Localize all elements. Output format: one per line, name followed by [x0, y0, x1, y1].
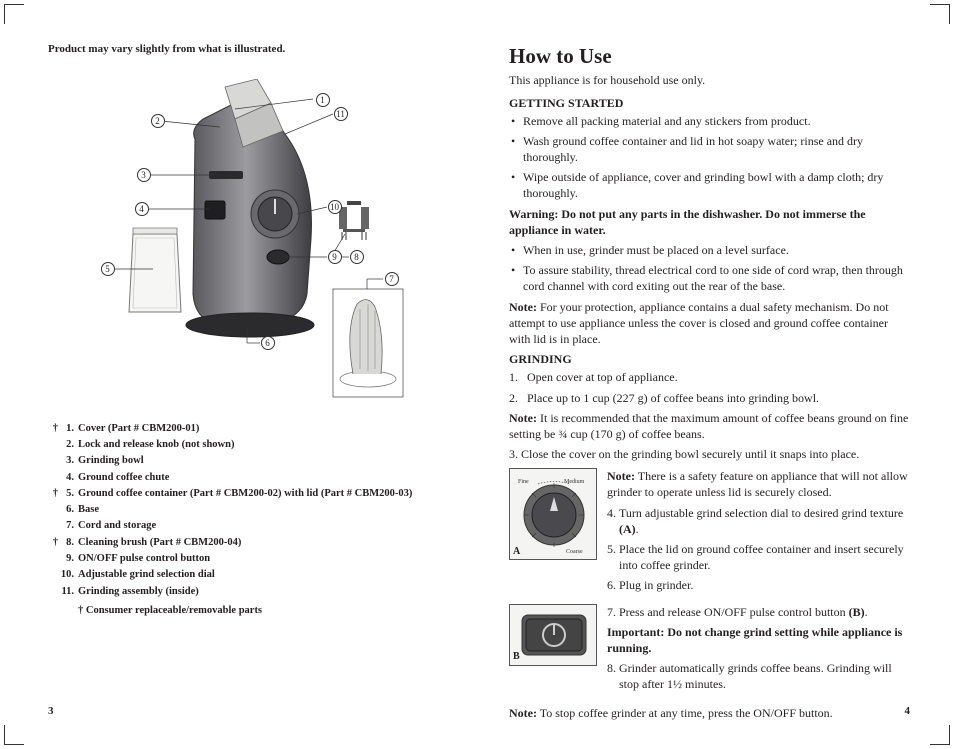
page-4: How to Use This appliance is for househo… [477, 0, 954, 749]
callout-7: 7 [385, 272, 399, 286]
part-7: Cord and storage [78, 518, 441, 534]
step-6: 6.Plug in grinder. [607, 577, 910, 593]
gs2-bullet-2: To assure stability, thread electrical c… [509, 262, 910, 294]
callout-10: 10 [328, 200, 342, 214]
callout-3: 3 [137, 168, 151, 182]
warning-text: Warning: Do not put any parts in the dis… [509, 206, 910, 238]
note-stop: Note: To stop coffee grinder at any time… [509, 705, 910, 721]
figure-a-row: Fine Medium Coarse A Note: There is a [509, 468, 910, 597]
figure-a: Fine Medium Coarse A [509, 468, 597, 560]
part-5: Ground coffee container (Part # CBM200-0… [78, 486, 441, 502]
grinder-svg [75, 79, 415, 409]
getting-started-heading: GETTING STARTED [509, 95, 910, 111]
svg-text:Coarse: Coarse [566, 549, 583, 555]
grinding-steps: 1.Open cover at top of appliance. 2.Plac… [509, 369, 910, 405]
part-6: Base [78, 502, 441, 518]
grinding-heading: GRINDING [509, 351, 910, 367]
gs-bullet-2: Wash ground coffee container and lid in … [509, 133, 910, 165]
gs-bullets: Remove all packing material and any stic… [509, 113, 910, 202]
disclaimer-text: Product may vary slightly from what is i… [48, 42, 441, 57]
important-text: Important: Do not change grind setting w… [607, 624, 910, 656]
part-3: Grinding bowl [78, 453, 441, 469]
part-4: Ground coffee chute [78, 470, 441, 486]
page-3: Product may vary slightly from what is i… [0, 0, 477, 749]
step-1: 1.Open cover at top of appliance. [509, 369, 910, 385]
step-7: 7.Press and release ON/OFF pulse control… [607, 604, 910, 620]
figure-b: B [509, 604, 597, 666]
callout-8: 8 [350, 250, 364, 264]
callout-9: 9 [328, 250, 342, 264]
product-illustration: 1 2 3 4 5 6 7 8 9 10 11 [75, 79, 415, 409]
gs-bullet-1: Remove all packing material and any stic… [509, 113, 910, 129]
callout-5: 5 [101, 262, 115, 276]
svg-text:Fine: Fine [518, 479, 529, 485]
note-safety: Note: For your protection, appliance con… [509, 299, 910, 348]
page-number-3: 3 [48, 704, 54, 719]
parts-footnote: † Consumer replaceable/removable parts [78, 603, 441, 619]
page-number-4: 4 [905, 704, 911, 719]
step-2: 2.Place up to 1 cup (227 g) of coffee be… [509, 390, 910, 406]
part-2: Lock and release knob (not shown) [78, 437, 441, 453]
how-to-use-title: How to Use [509, 42, 910, 70]
note-max: Note: It is recommended that the maximum… [509, 410, 910, 442]
part-10: Adjustable grind selection dial [78, 567, 441, 583]
figure-b-label: B [513, 650, 520, 664]
part-1: Cover (Part # CBM200-01) [78, 421, 441, 437]
callout-6: 6 [261, 336, 275, 350]
intro-text: This appliance is for household use only… [509, 72, 910, 88]
step-8: 8.Grinder automatically grinds coffee be… [607, 660, 910, 692]
step-4: 4.Turn adjustable grind selection dial t… [607, 505, 910, 537]
fig-a-note: Note: There is a safety feature on appli… [607, 468, 910, 500]
gs-bullets-2: When in use, grinder must be placed on a… [509, 242, 910, 295]
part-11: Grinding assembly (inside) [78, 584, 441, 600]
figure-a-label: A [513, 545, 520, 559]
part-8: Cleaning brush (Part # CBM200-04) [78, 535, 441, 551]
gs2-bullet-1: When in use, grinder must be placed on a… [509, 242, 910, 258]
callout-1: 1 [316, 93, 330, 107]
gs-bullet-3: Wipe outside of appliance, cover and gri… [509, 169, 910, 201]
step-5: 5.Place the lid on ground coffee contain… [607, 541, 910, 573]
callout-2: 2 [151, 114, 165, 128]
callout-11: 11 [334, 107, 348, 121]
figure-b-row: B 7.Press and release ON/OFF pulse contr… [509, 604, 910, 697]
step-3: 3. Close the cover on the grinding bowl … [509, 446, 910, 462]
callout-4: 4 [135, 202, 149, 216]
parts-list: †1.Cover (Part # CBM200-01) 2.Lock and r… [48, 421, 441, 619]
part-9: ON/OFF pulse control button [78, 551, 441, 567]
svg-text:Medium: Medium [564, 479, 585, 485]
